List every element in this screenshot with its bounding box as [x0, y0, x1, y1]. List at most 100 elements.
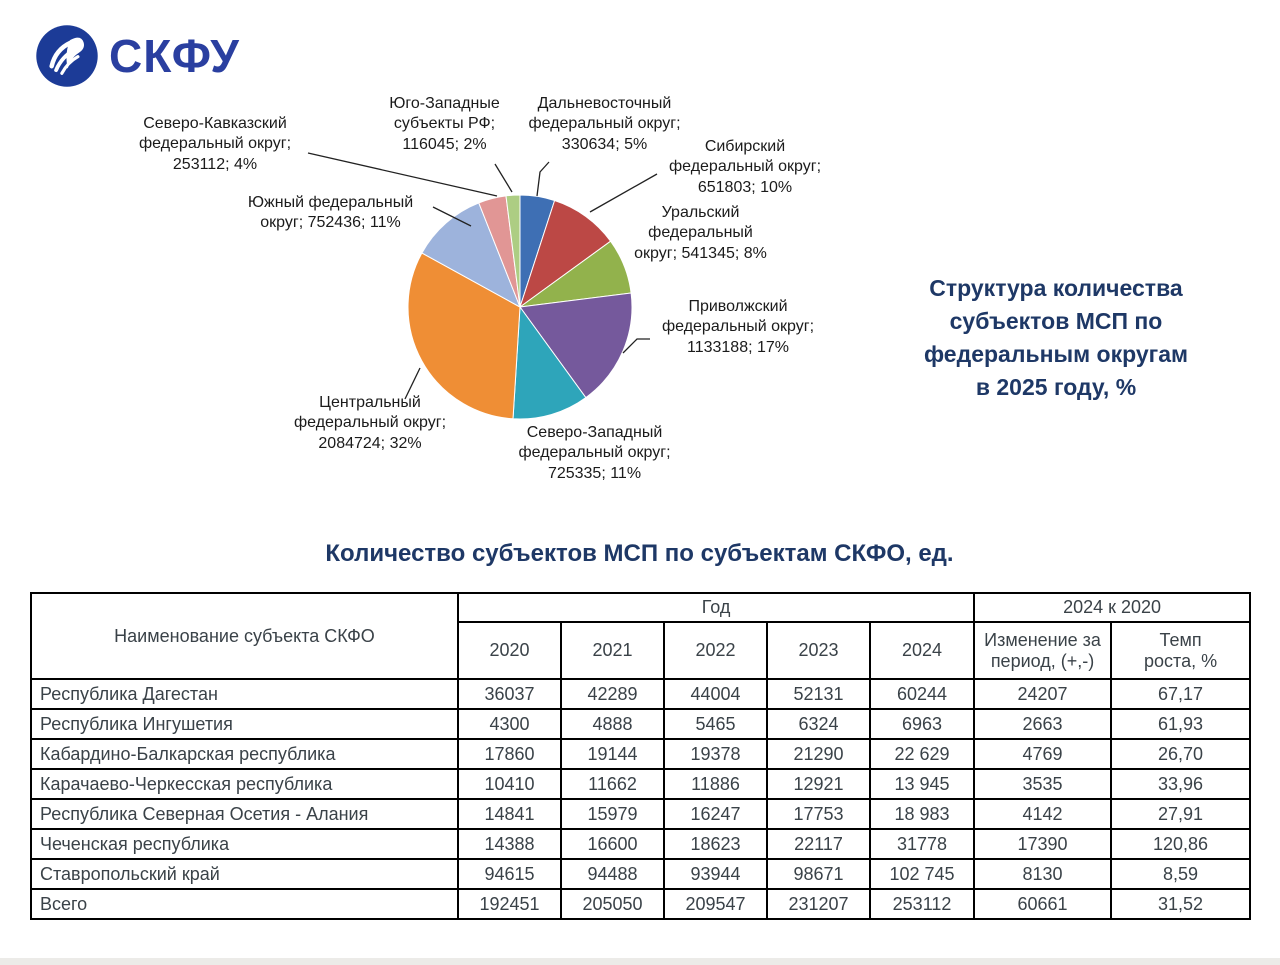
- pie-slice-6: [421, 202, 521, 309]
- table-row: Республика Ингушетия 4300 4888 5465 6324 6963…: [30, 708, 1252, 740]
- value-cell: 33,96: [1110, 768, 1252, 800]
- value-cell: 98671: [766, 858, 871, 890]
- table-title: Количество субъектов МСП по субъектам СК…: [325, 540, 954, 567]
- year-group-header: Год: [456, 592, 976, 623]
- msp-table: Наименование субъекта СКФО Год 2024 к 20…: [30, 592, 1252, 920]
- value-cell: 94488: [560, 858, 665, 890]
- value-cell: 4300: [457, 708, 562, 740]
- value-cell: 6963: [868, 708, 976, 740]
- value-cell: 4769: [973, 738, 1113, 770]
- pie-label-1: Сибирский федеральный округ; 651803; 10%: [668, 138, 822, 196]
- year-header: 2022: [663, 621, 768, 680]
- value-cell: 4888: [560, 708, 665, 740]
- value-cell: 209547: [663, 888, 768, 920]
- pie-slice-8: [505, 194, 521, 308]
- table-row: Всего 192451 205050 209547 231207 253112 60661…: [30, 888, 1252, 920]
- region-column-header: Наименование субъекта СКФО: [30, 592, 459, 680]
- pie-label-2: Уральский федеральный округ; 541345; 8%: [634, 204, 767, 262]
- value-cell: 13 945: [868, 768, 976, 800]
- year-header: 2023: [766, 621, 871, 680]
- value-cell: 14841: [457, 798, 562, 830]
- pie-slice-5: [407, 252, 521, 420]
- value-cell: 2663: [973, 708, 1113, 740]
- value-cell: 120,86: [1110, 828, 1252, 860]
- value-cell: 18 983: [868, 798, 976, 830]
- value-cell: 19144: [560, 738, 665, 770]
- leader-line: [307, 152, 498, 197]
- value-cell: 3535: [973, 768, 1113, 800]
- pie-label-4: Северо-Западный федеральный округ; 72533…: [518, 424, 671, 482]
- value-cell: 253112: [868, 888, 976, 920]
- value-cell: 22117: [766, 828, 871, 860]
- table-row: Ставропольский край 94615 94488 93944 98671 1…: [30, 858, 1252, 890]
- year-header: 2024: [868, 621, 976, 680]
- value-cell: 5465: [663, 708, 768, 740]
- region-name-cell: Чеченская республика: [30, 828, 459, 860]
- value-cell: 231207: [766, 888, 871, 920]
- logo-text: СКФУ: [109, 30, 240, 82]
- pie-slice-4: [512, 305, 587, 420]
- value-cell: 17753: [766, 798, 871, 830]
- value-cell: 15979: [560, 798, 665, 830]
- pie-chart: [307, 152, 658, 420]
- leader-line: [494, 163, 513, 193]
- value-cell: 36037: [457, 678, 562, 710]
- pie-label-8: Юго-Западные субъекты РФ; 116045; 2%: [389, 95, 500, 153]
- value-cell: 18623: [663, 828, 768, 860]
- value-cell: 31,52: [1110, 888, 1252, 920]
- value-cell: 24207: [973, 678, 1113, 710]
- pie-label-7: Северо-Кавказский федеральный округ; 253…: [138, 115, 292, 173]
- value-cell: 19378: [663, 738, 768, 770]
- value-cell: 8130: [973, 858, 1113, 890]
- dove-logo-icon: [36, 25, 98, 87]
- pie-slice-3: [519, 292, 633, 399]
- leader-line: [404, 367, 421, 400]
- leader-line: [589, 173, 658, 213]
- change-column-header: Изменение за период, (+,-): [973, 621, 1113, 680]
- value-cell: 94615: [457, 858, 562, 890]
- slide-bottom-edge: [0, 958, 1280, 965]
- table-row: Карачаево-Черкесская республика 10410 1166…: [30, 768, 1252, 800]
- value-cell: 27,91: [1110, 798, 1252, 830]
- table-row: Чеченская республика 14388 16600 18623 22117…: [30, 828, 1252, 860]
- region-name-cell: Кабардино-Балкарская республика: [30, 738, 459, 770]
- value-cell: 67,17: [1110, 678, 1252, 710]
- region-name-cell: Всего: [30, 888, 459, 920]
- value-cell: 8,59: [1110, 858, 1252, 890]
- value-cell: 192451: [457, 888, 562, 920]
- leader-line: [536, 161, 550, 197]
- region-name-cell: Ставропольский край: [30, 858, 459, 890]
- value-cell: 93944: [663, 858, 768, 890]
- leader-line: [622, 338, 650, 354]
- table-row: Республика Дагестан 36037 42289 44004 52131 6…: [30, 678, 1252, 710]
- value-cell: 42289: [560, 678, 665, 710]
- table-row: Кабардино-Балкарская республика 17860 1914…: [30, 738, 1252, 770]
- value-cell: 31778: [868, 828, 976, 860]
- value-cell: 11662: [560, 768, 665, 800]
- region-name-cell: Республика Дагестан: [30, 678, 459, 710]
- value-cell: 17390: [973, 828, 1113, 860]
- region-name-cell: Карачаево-Черкесская республика: [30, 768, 459, 800]
- pie-label-3: Приволжский федеральный округ; 1133188; …: [661, 298, 815, 356]
- value-cell: 16247: [663, 798, 768, 830]
- pie-label-0: Дальневосточный федеральный округ; 33063…: [528, 95, 681, 153]
- pie-label-5: Центральный федеральный округ; 2084724; …: [293, 394, 447, 452]
- value-cell: 26,70: [1110, 738, 1252, 770]
- value-cell: 17860: [457, 738, 562, 770]
- compare-group-header: 2024 к 2020: [973, 592, 1252, 623]
- growth-column-header: Темп роста, %: [1110, 621, 1252, 680]
- value-cell: 6324: [766, 708, 871, 740]
- value-cell: 11886: [663, 768, 768, 800]
- value-cell: 44004: [663, 678, 768, 710]
- value-cell: 16600: [560, 828, 665, 860]
- value-cell: 205050: [560, 888, 665, 920]
- year-header: 2021: [560, 621, 665, 680]
- leader-line: [432, 206, 472, 227]
- value-cell: 61,93: [1110, 708, 1252, 740]
- chart-title: Структура количества субъектов МСП по фе…: [923, 275, 1189, 400]
- university-logo: СКФУ: [35, 23, 240, 89]
- region-name-cell: Республика Ингушетия: [30, 708, 459, 740]
- value-cell: 10410: [457, 768, 562, 800]
- table-row: Республика Северная Осетия - Алания 14841…: [30, 798, 1252, 830]
- region-name-cell: Республика Северная Осетия - Алания: [30, 798, 459, 830]
